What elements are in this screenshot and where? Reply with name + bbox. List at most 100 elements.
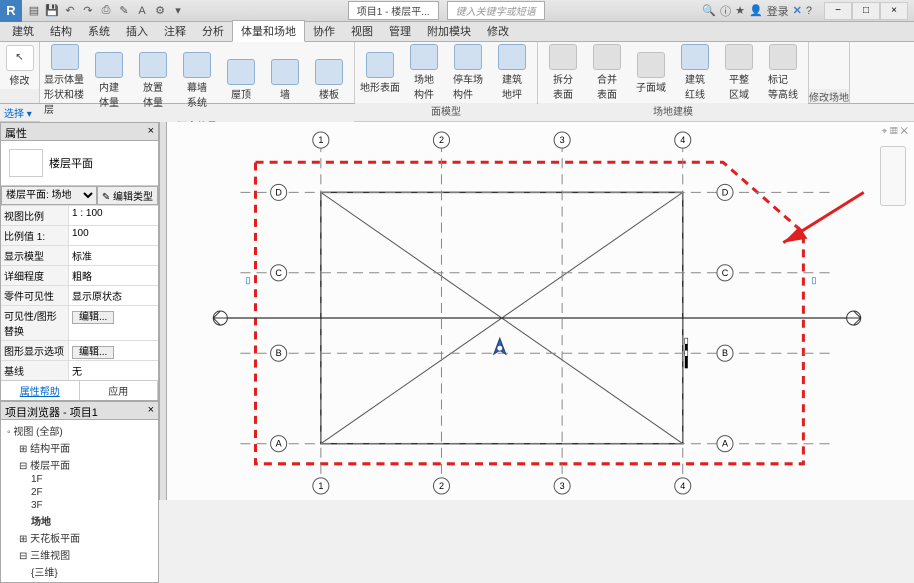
type-thumb (9, 149, 43, 177)
ribbon-button[interactable]: 墙 (264, 59, 306, 101)
properties-panel: 属性 × 楼层平面 楼层平面: 场地 ✎ 编辑类型 视图比例1 : 100比例值… (0, 122, 159, 401)
property-row: 图形显示选项编辑... (1, 340, 158, 360)
ribbon-button[interactable]: 幕墙系统 (176, 52, 218, 109)
tree-item[interactable]: 2F (3, 486, 156, 499)
tree-item[interactable]: ⊟ 楼层平面 (3, 456, 156, 473)
ribbon-button-label: 显示体量形状和楼层 (44, 71, 86, 116)
tab-3[interactable]: 插入 (118, 21, 156, 41)
help-icon[interactable]: ? (806, 5, 812, 17)
modify-button[interactable]: ↖ 修改 (4, 45, 35, 87)
search-hint[interactable]: 键入关键字或短语 (447, 1, 545, 20)
quick-access-toolbar: ▤ 💾 ↶ ↷ ⎙ ✎ A ⚙ ▾ (22, 3, 190, 19)
tree-item[interactable]: 1F (3, 473, 156, 486)
ribbon-button[interactable]: 建筑红线 (674, 44, 716, 101)
maximize-button[interactable]: □ (852, 2, 880, 20)
tab-6[interactable]: 体量和场地 (232, 20, 305, 42)
edit-type-button[interactable]: ✎ 编辑类型 (97, 186, 158, 205)
qat-icon[interactable]: ▾ (170, 3, 186, 19)
svg-text:A: A (722, 439, 728, 449)
tree-item[interactable]: {三维} (3, 563, 156, 580)
edit-button[interactable]: 编辑... (72, 346, 114, 359)
ribbon-button[interactable]: 子面域 (630, 52, 672, 94)
property-value[interactable]: 粗略 (69, 266, 158, 285)
ribbon-button[interactable]: 场地构件 (403, 44, 445, 101)
ribbon-button[interactable]: 地形表面 (359, 52, 401, 94)
search-icon[interactable]: 🔍 (702, 4, 716, 17)
property-value[interactable]: 1 : 100 (69, 206, 158, 225)
svg-text:2: 2 (439, 135, 444, 145)
ribbon-button[interactable]: 停车场构件 (447, 44, 489, 101)
ribbon-button[interactable]: 楼板 (308, 59, 350, 101)
qat-icon[interactable]: A (134, 3, 150, 19)
property-value[interactable]: 编辑... (69, 341, 158, 360)
tab-5[interactable]: 分析 (194, 21, 232, 41)
svg-text:3: 3 (560, 481, 565, 491)
close-button[interactable]: × (880, 2, 908, 20)
tree-item[interactable]: ⊞ 结构平面 (3, 439, 156, 456)
tab-1[interactable]: 结构 (42, 21, 80, 41)
ribbon-button[interactable]: 内建体量 (88, 52, 130, 109)
property-value[interactable]: 显示原状态 (69, 286, 158, 305)
tree-item[interactable]: ◦ 视图 (全部) (3, 422, 156, 439)
ribbon-button-label: 内建体量 (99, 79, 119, 109)
ribbon-button[interactable]: 建筑地坪 (491, 44, 533, 101)
tab-9[interactable]: 管理 (381, 21, 419, 41)
info-icon[interactable]: ⓘ (720, 3, 731, 19)
qat-save-icon[interactable]: 💾 (44, 3, 60, 19)
star-icon[interactable]: ★ (735, 4, 745, 17)
tab-7[interactable]: 协作 (305, 21, 343, 41)
property-value[interactable]: 100 (69, 226, 158, 245)
property-value[interactable]: 无 (69, 361, 158, 380)
login-label[interactable]: 登录 (767, 3, 789, 19)
property-value[interactable]: 标准 (69, 246, 158, 265)
close-icon[interactable]: × (148, 125, 154, 138)
tab-8[interactable]: 视图 (343, 21, 381, 41)
qat-undo-icon[interactable]: ↶ (62, 3, 78, 19)
qat-icon[interactable]: ⚙ (152, 3, 168, 19)
tab-4[interactable]: 注释 (156, 21, 194, 41)
ribbon-button[interactable]: 放置体量 (132, 52, 174, 109)
tree-item[interactable]: ⊟ 三维视图 (3, 546, 156, 563)
tree-item[interactable]: 3F (3, 499, 156, 512)
tree-item[interactable]: ⊞ 天花板平面 (3, 529, 156, 546)
ribbon-button[interactable]: 平整区域 (718, 44, 760, 101)
qat-icon[interactable]: ✎ (116, 3, 132, 19)
property-key: 可见性/图形替换 (1, 306, 69, 340)
close-icon[interactable]: × (148, 404, 154, 417)
qat-open-icon[interactable]: ▤ (26, 3, 42, 19)
svg-text:A: A (276, 439, 282, 449)
svg-text:4: 4 (680, 135, 685, 145)
ribbon-button[interactable]: 拆分表面 (542, 44, 584, 101)
property-key: 视图比例 (1, 206, 69, 225)
app-icon[interactable]: R (0, 0, 22, 22)
minimize-button[interactable]: − (824, 2, 852, 20)
ribbon-button[interactable]: 标记等高线 (762, 44, 804, 101)
ribbon-button-label: 屋顶 (231, 86, 251, 101)
ribbon-button[interactable]: 合并表面 (586, 44, 628, 101)
qat-redo-icon[interactable]: ↷ (80, 3, 96, 19)
tab-11[interactable]: 修改 (479, 21, 517, 41)
ribbon-tabs: 建筑结构系统插入注释分析体量和场地协作视图管理附加模块修改 (0, 22, 914, 42)
x-icon[interactable]: ✕ (793, 4, 802, 17)
apply-button[interactable]: 应用 (80, 381, 159, 400)
edit-button[interactable]: 编辑... (72, 311, 114, 324)
tree-item[interactable]: 场地 (3, 512, 156, 529)
ribbon-button[interactable]: 屋顶 (220, 59, 262, 101)
ribbon-button[interactable]: 显示体量形状和楼层 (44, 44, 86, 116)
properties-title: 属性 (5, 125, 27, 138)
tab-2[interactable]: 系统 (80, 21, 118, 41)
drawing-canvas[interactable]: ⌖ ▦ ✕ (160, 122, 914, 500)
tab-10[interactable]: 附加模块 (419, 21, 479, 41)
title-right: 🔍 ⓘ ★ 👤 登录 ✕ ? − □ × (702, 2, 914, 20)
properties-help-link[interactable]: 属性帮助 (1, 381, 80, 400)
property-value[interactable]: 编辑... (69, 306, 158, 340)
group-label (0, 89, 39, 103)
user-icon[interactable]: 👤 (749, 4, 763, 17)
ribbon-button-label: 幕墙系统 (187, 79, 207, 109)
ribbon-group-label: 修改场地 (809, 89, 849, 103)
type-selector[interactable]: 楼层平面: 场地 (1, 186, 97, 205)
qat-print-icon[interactable]: ⎙ (98, 3, 114, 19)
tab-0[interactable]: 建筑 (4, 21, 42, 41)
type-label: 楼层平面 (49, 155, 93, 171)
ribbon-button-label: 建筑地坪 (502, 71, 522, 101)
